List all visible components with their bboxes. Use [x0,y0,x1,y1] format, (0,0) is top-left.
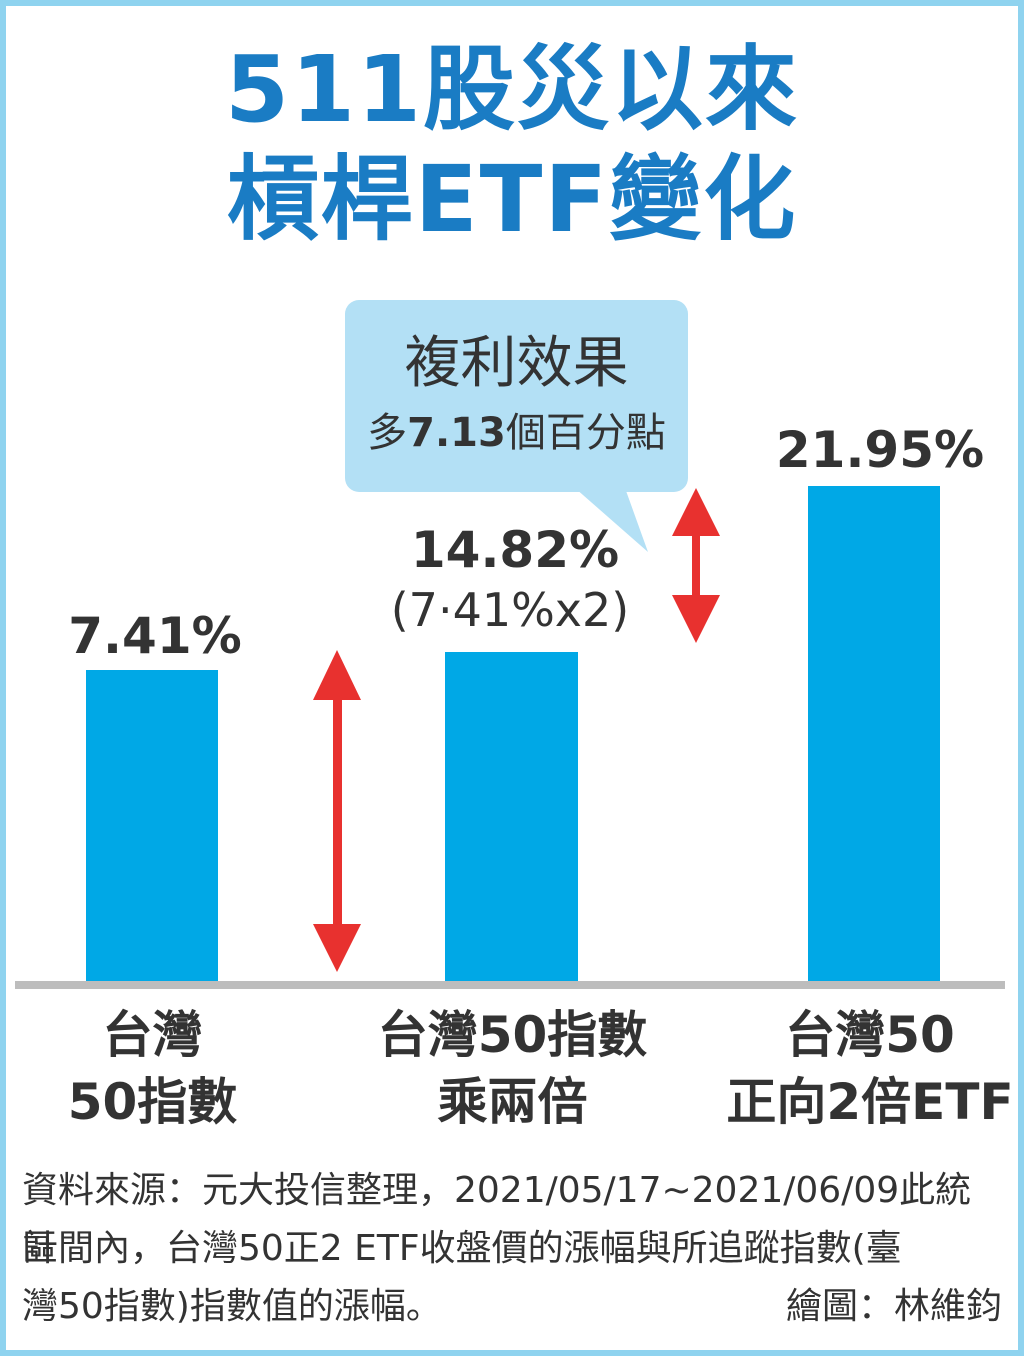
callout-detail: 多7.13個百分點 [345,408,688,458]
bar-3-value-label: 21.95% [775,421,985,479]
bar-1-category-line-1: 台灣 [102,1006,203,1064]
bar-3-category-line-1: 台灣50 [785,1006,955,1064]
bar-taiwan50-index-x2 [445,652,578,983]
compound-effect-callout [345,300,688,492]
bar-2-category-line-2: 乘兩倍 [437,1073,588,1131]
source-note-line-2: 區間內，台灣50正2 ETF收盤價的漲幅與所追蹤指數(臺 [22,1228,902,1269]
bar-taiwan50-index [86,670,218,983]
callout-title: 複利效果 [404,331,629,396]
bar-2-category-line-1: 台灣50指數 [377,1006,648,1064]
bar-1-value-label: 7.41% [68,607,242,665]
bar-1-category-line-2: 50指數 [67,1073,238,1131]
graphic-credit: 繪圖：林維鈞 [785,1286,1002,1327]
source-note-line-3: 灣50指數)指數值的漲幅。 [22,1286,442,1327]
callout-prefix: 多 [367,410,408,456]
bar-taiwan50-2x-etf [808,486,940,983]
x-axis-baseline [15,981,1005,989]
title-line-2: 槓桿ETF變化 [226,146,798,253]
callout-value: 7.13 [407,410,506,456]
bar-2-value-label: 14.82% [410,521,620,579]
bar-2-sub-label: (7·41%x2) [390,583,630,637]
bar-3-category-line-2: 正向2倍ETF [726,1073,1014,1131]
source-note-line-1: 資料來源：元大投信整理，2021/05/17~2021/06/09此統計 [22,1170,972,1269]
callout-suffix: 個百分點 [505,410,666,456]
title-line-1: 511股災以來 [224,36,800,143]
